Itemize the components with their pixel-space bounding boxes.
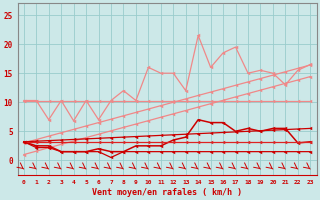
X-axis label: Vent moyen/en rafales ( km/h ): Vent moyen/en rafales ( km/h ) [92, 188, 242, 197]
